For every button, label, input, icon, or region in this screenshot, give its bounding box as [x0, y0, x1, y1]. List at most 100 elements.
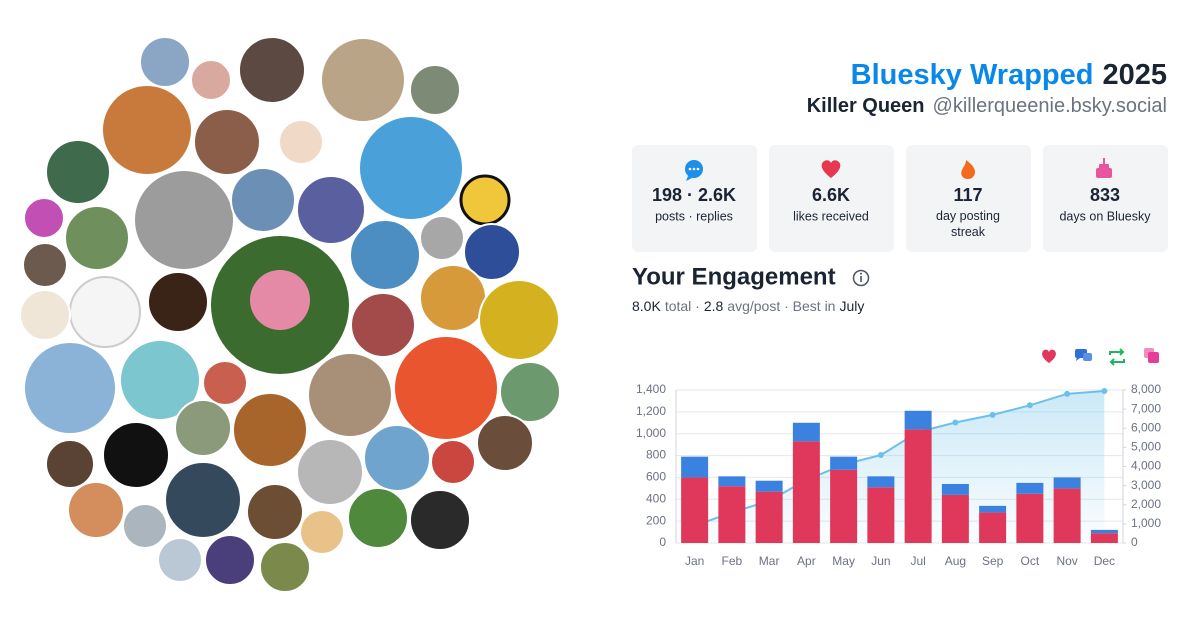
legend-like[interactable]	[1042, 349, 1056, 363]
x-tick-label: Jan	[685, 554, 704, 568]
bar-segment	[904, 410, 932, 430]
y-tick-label: 1,200	[636, 404, 666, 418]
stat-value: 833	[1090, 185, 1120, 205]
y-tick-label: 400	[646, 491, 666, 505]
total-label: total ·	[665, 298, 700, 314]
info-icon[interactable]	[852, 269, 870, 287]
x-tick-label: Apr	[797, 554, 816, 568]
avatar	[101, 84, 193, 176]
avatar	[296, 175, 366, 245]
y2-tick-label: 4,000	[1131, 459, 1161, 473]
avatar	[307, 352, 393, 438]
legend-reply[interactable]	[1075, 349, 1092, 361]
bar-segment	[979, 512, 1007, 543]
engagement-chart: 0 200 400 600 800 1,000 1,200 1,400 0 1,000 2,000 3…	[636, 382, 1161, 568]
x-tick-label: Dec	[1094, 554, 1115, 568]
avatar-cloud	[19, 36, 561, 593]
avatar	[259, 541, 311, 593]
label-line: day posting	[936, 209, 1000, 223]
avatar	[459, 174, 511, 226]
stat-card	[769, 145, 894, 252]
legend-icons	[1042, 348, 1159, 366]
avatar	[45, 139, 111, 205]
avatar-detail	[250, 270, 310, 330]
stat-label: days on Bluesky	[1059, 209, 1151, 223]
y2-tick-label: 3,000	[1131, 478, 1161, 492]
x-tick-label: Sep	[982, 554, 1004, 568]
icon-flame	[961, 160, 975, 179]
y-tick-label: 0	[659, 535, 666, 549]
brand-year: 2025	[1102, 59, 1167, 91]
avatar	[23, 341, 117, 435]
bar-segment	[755, 480, 783, 492]
avatar	[296, 438, 364, 506]
avatar	[347, 487, 409, 549]
x-tick-label: Nov	[1056, 554, 1077, 568]
avatar	[23, 197, 65, 239]
avatar	[232, 392, 308, 468]
avatar	[430, 439, 476, 485]
line-point	[1064, 390, 1071, 397]
x-tick-label: Jul	[910, 554, 925, 568]
bar-segment	[1090, 533, 1118, 543]
avatar	[119, 339, 201, 421]
stat-label: day posting streak	[936, 209, 1000, 239]
best-month: July	[839, 298, 864, 314]
line-point	[877, 452, 884, 459]
profile: Killer Queen @killerqueenie.bsky.social	[807, 95, 1167, 117]
line-point	[1026, 402, 1033, 409]
bar-segment	[681, 477, 709, 543]
y-tick-label: 1,400	[636, 382, 666, 396]
legend-quote[interactable]	[1144, 348, 1159, 363]
bar-segment	[1090, 529, 1118, 534]
x-tick-label: Aug	[945, 554, 966, 568]
display-name: Killer Queen	[807, 95, 925, 117]
avatar	[499, 361, 561, 423]
y2-tick-label: 6,000	[1131, 420, 1161, 434]
avatar	[463, 223, 521, 281]
bar-segment	[718, 486, 746, 543]
avatar	[238, 36, 306, 104]
avatar	[358, 115, 464, 221]
avatar	[230, 167, 296, 233]
avatar	[45, 439, 95, 489]
stat-value: 6.6K	[812, 185, 850, 205]
legend-repost[interactable]	[1109, 348, 1125, 366]
x-tick-label: Mar	[759, 554, 780, 568]
bar-segment	[867, 476, 895, 488]
avatar	[278, 119, 324, 165]
avatar	[139, 36, 191, 88]
icon-chat	[685, 160, 703, 181]
stat-label: likes received	[793, 209, 869, 223]
y2-tick-label: 7,000	[1131, 401, 1161, 415]
avatar	[419, 264, 487, 332]
avatar	[299, 509, 345, 555]
avg-label: avg/post · Best in	[727, 298, 835, 314]
bar-segment	[830, 456, 858, 470]
avatar	[393, 335, 499, 441]
avatar	[157, 537, 203, 583]
avatar	[64, 205, 130, 271]
stat-value: 117	[953, 185, 982, 205]
stat-card	[1043, 145, 1168, 252]
line-point	[1101, 387, 1108, 394]
section-title: Your Engagement	[632, 263, 836, 290]
icon-cake	[1096, 158, 1112, 178]
bar-segment	[1016, 482, 1044, 494]
avatar	[478, 279, 560, 361]
y-tick-label: 1,000	[636, 426, 666, 440]
bar-segment	[755, 491, 783, 543]
handle: @killerqueenie.bsky.social	[933, 95, 1167, 117]
bar-segment	[941, 483, 969, 495]
avatar	[419, 215, 465, 261]
bar-segment	[979, 505, 1007, 513]
bar-segment	[904, 429, 932, 543]
bar-segment	[1053, 477, 1081, 489]
stat-label: posts · replies	[655, 209, 733, 223]
bar-segment	[1053, 488, 1081, 543]
stat-value: 198 · 2.6K	[652, 185, 736, 205]
avatar	[202, 360, 248, 406]
avg: 2.8	[704, 298, 724, 314]
